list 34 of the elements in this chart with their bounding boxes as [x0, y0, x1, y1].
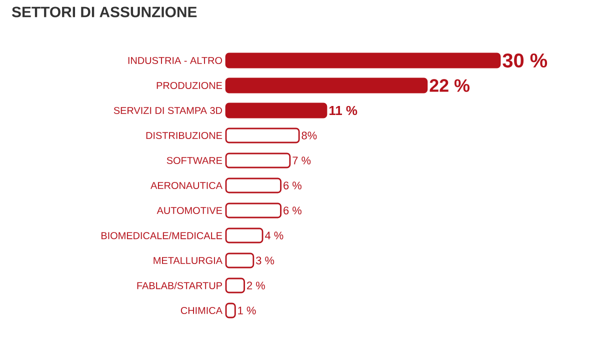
data-label: 3 % — [256, 256, 274, 264]
data-label: 8% — [302, 132, 317, 140]
y-tick-label: METALLURGIA — [154, 256, 222, 264]
bar — [225, 202, 282, 218]
data-label: 7 % — [292, 156, 311, 164]
data-label: 4 % — [264, 232, 284, 240]
bar — [225, 78, 428, 94]
bar — [225, 228, 264, 244]
bar — [225, 278, 245, 294]
bar — [225, 152, 291, 168]
bar — [225, 178, 282, 194]
y-tick-label: PRODUZIONE — [156, 82, 222, 90]
y-tick-label: SERVIZI DI STAMPA 3D — [114, 106, 222, 114]
bar — [225, 52, 501, 68]
y-tick-label: AUTOMOTIVE — [156, 206, 222, 214]
y-tick-label: BIOMEDICALE/MEDICALE — [102, 232, 222, 240]
data-label: 11 % — [329, 106, 358, 116]
data-label: 1 % — [238, 306, 256, 314]
text: SETTORI DI ASSUNZIONE — [12, 6, 197, 18]
y-tick-label: INDUSTRIA - ALTRO — [128, 56, 222, 64]
bar — [225, 128, 300, 144]
data-label: 2 % — [247, 282, 265, 290]
y-tick-label: FABLAB/STARTUP — [137, 282, 222, 290]
y-tick-label: CHIMICA — [180, 306, 222, 314]
data-label: 22 % — [430, 79, 470, 92]
data-label: 6 % — [284, 206, 302, 214]
data-label: 30 % — [502, 53, 548, 68]
y-tick-label: AERONAUTICA — [150, 182, 222, 190]
bar — [225, 252, 254, 268]
bar — [225, 302, 236, 318]
y-tick-label: SOFTWARE — [166, 156, 222, 164]
data-label: 6 % — [284, 182, 302, 190]
bar — [225, 102, 328, 118]
y-tick-label: DISTRIBUZIONE — [146, 132, 222, 140]
